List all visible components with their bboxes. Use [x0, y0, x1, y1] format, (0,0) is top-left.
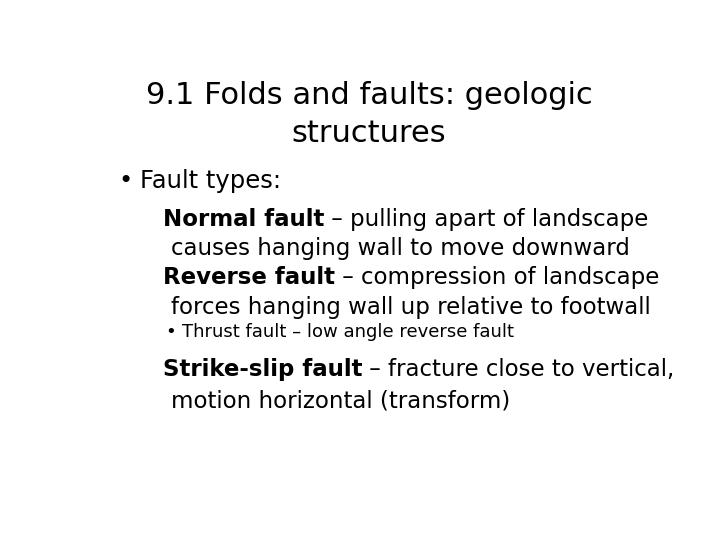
Text: motion horizontal (transform): motion horizontal (transform) — [171, 389, 510, 412]
Text: Strike-slip fault: Strike-slip fault — [163, 358, 362, 381]
Text: forces hanging wall up relative to footwall: forces hanging wall up relative to footw… — [171, 295, 651, 319]
Text: Thrust fault – low angle reverse fault: Thrust fault – low angle reverse fault — [182, 323, 514, 341]
Text: Normal fault: Normal fault — [163, 208, 324, 231]
Text: – pulling apart of landscape: – pulling apart of landscape — [324, 208, 648, 231]
Text: Fault types:: Fault types: — [140, 168, 282, 193]
Text: Reverse fault: Reverse fault — [163, 266, 335, 289]
Text: structures: structures — [292, 119, 446, 148]
Text: •: • — [166, 323, 176, 341]
Text: 9.1 Folds and faults: geologic: 9.1 Folds and faults: geologic — [145, 82, 593, 111]
Text: causes hanging wall to move downward: causes hanging wall to move downward — [171, 238, 630, 260]
Text: – compression of landscape: – compression of landscape — [335, 266, 659, 289]
Text: •: • — [118, 168, 132, 193]
Text: – fracture close to vertical,: – fracture close to vertical, — [362, 358, 675, 381]
